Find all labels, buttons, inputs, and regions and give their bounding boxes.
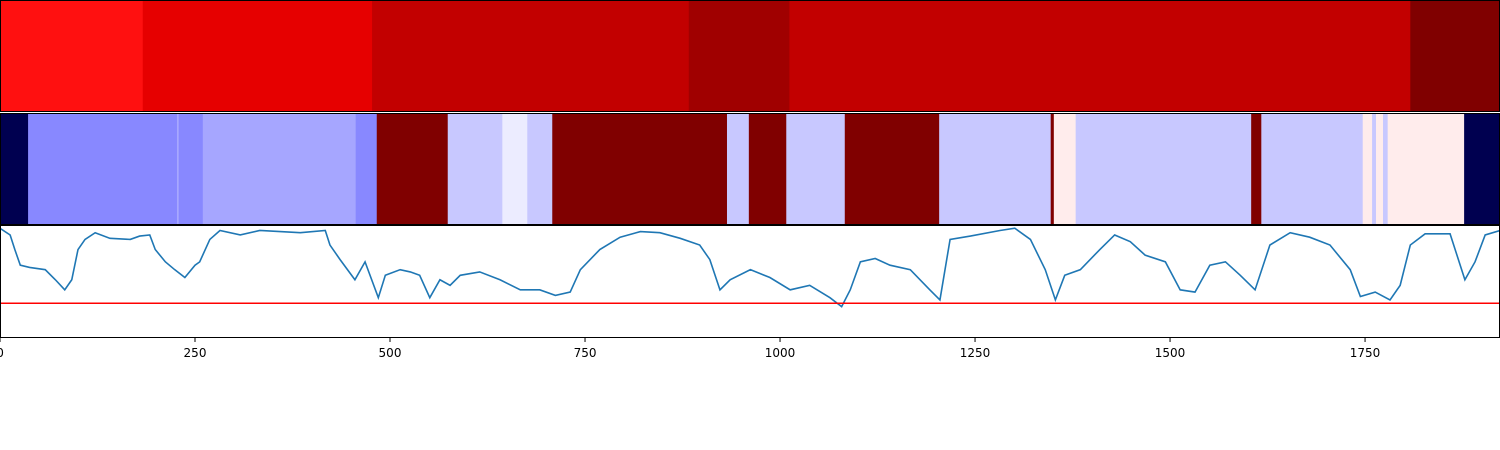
x-tick-label: 0 [0,346,4,360]
strip-segment [376,114,449,225]
data-line [0,227,1500,308]
x-tick-label: 1750 [1350,346,1381,360]
strip-segment [355,114,378,225]
strip-segment [786,114,846,225]
x-tick-label: 750 [574,346,597,360]
strip-segment [1464,114,1500,225]
strip-segment [177,114,180,225]
strip-segment [527,114,553,225]
strip-segment [1075,114,1252,225]
strip-segment [1362,114,1373,225]
strip-segment [1251,114,1262,225]
strip-segment [142,1,373,112]
strip-segment [939,114,1052,225]
x-tick-label: 1250 [960,346,991,360]
x-tick-label: 500 [379,346,402,360]
strip-segment [552,114,728,225]
strip-segment [1261,114,1364,225]
strip-segment [1382,114,1389,225]
strip-segment [726,114,750,225]
strip-segment [844,114,940,225]
strip-segment [502,114,528,225]
strip-segment [447,114,503,225]
strip-segment [0,114,29,225]
x-tick-label: 1000 [765,346,796,360]
strip-segment [789,1,1411,112]
x-tick-label: 1500 [1155,346,1186,360]
strip-segment [1375,114,1384,225]
strip-segment [1410,1,1500,112]
strip-segment [748,114,787,225]
strip-segment [1050,114,1055,225]
strip-segment [202,114,357,225]
strip-segment [372,1,690,112]
strip-segment [0,1,144,112]
x-tick-label: 250 [184,346,207,360]
strip-segment [28,114,178,225]
strip-segment [688,1,790,112]
strip-segment [1053,114,1077,225]
strip-segment [178,114,204,225]
strip-segment [1387,114,1465,225]
strip-segment [1372,114,1377,225]
